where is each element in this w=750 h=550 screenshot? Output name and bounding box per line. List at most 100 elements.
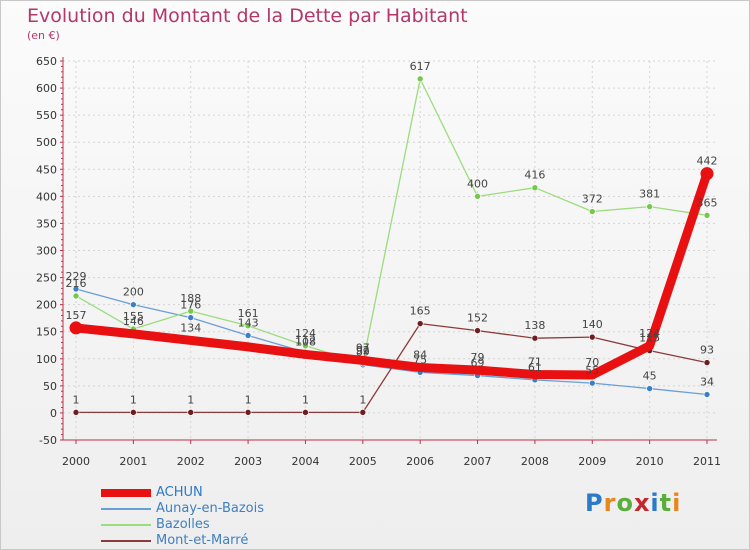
data-label: 112 (295, 333, 316, 346)
data-point (703, 212, 711, 219)
data-label: 79 (471, 351, 485, 364)
x-tick-label: 2007 (464, 455, 492, 468)
data-point (72, 292, 80, 300)
data-point (474, 367, 481, 374)
data-label: 200 (123, 286, 144, 299)
x-tick-label: 2001 (119, 455, 147, 468)
y-tick-label: 550 (36, 109, 57, 122)
data-label: 176 (180, 299, 201, 312)
data-point (69, 321, 83, 335)
y-tick-label: 100 (36, 353, 57, 366)
data-point (244, 322, 252, 330)
data-label: 216 (66, 277, 87, 290)
legend-label: Aunay-en-Bazois (156, 501, 265, 516)
data-point (302, 409, 309, 416)
y-tick-label: 300 (36, 245, 57, 258)
data-point (646, 203, 653, 210)
legend-label: ACHUN (156, 485, 203, 500)
legend-label: Mont-et-Marré (156, 533, 249, 548)
chart-title: Evolution du Montant de la Dette par Hab… (27, 5, 468, 27)
data-label: 188 (180, 292, 201, 305)
data-label: 134 (180, 321, 201, 334)
data-label: 75 (413, 353, 427, 366)
data-label: 92 (356, 344, 370, 357)
data-point (531, 184, 539, 191)
data-label: 155 (123, 310, 144, 323)
data-label: 71 (528, 355, 542, 368)
logo-letter: P (585, 489, 604, 517)
data-point (646, 385, 653, 392)
logo-letter: i (672, 489, 682, 517)
x-tick-label: 2000 (62, 455, 90, 468)
legend-swatch (101, 540, 151, 542)
data-point (187, 409, 195, 416)
legend-swatch (101, 489, 151, 497)
data-point (187, 337, 194, 344)
x-tick-label: 2006 (406, 455, 434, 468)
data-point (531, 371, 538, 378)
data-point (589, 372, 596, 379)
data-label: 1 (302, 393, 309, 406)
data-point (588, 379, 596, 387)
data-label: 143 (238, 317, 259, 330)
data-label: 140 (582, 318, 603, 331)
y-tick-label: 150 (36, 326, 57, 339)
data-label: 89 (356, 346, 370, 359)
x-tick-label: 2002 (177, 455, 205, 468)
x-tick-label: 2009 (578, 455, 606, 468)
y-tick-label: 50 (43, 380, 57, 393)
data-label: 146 (123, 315, 144, 328)
data-point (130, 409, 137, 416)
x-tick-label: 2003 (234, 455, 262, 468)
y-tick-label: 450 (36, 163, 57, 176)
data-point (703, 391, 711, 398)
data-point (245, 343, 252, 350)
data-point (703, 359, 711, 366)
data-label: 45 (643, 370, 657, 383)
y-tick-label: 500 (36, 136, 57, 149)
data-point (244, 409, 252, 416)
y-tick-label: 250 (36, 272, 57, 285)
y-tick-label: 600 (36, 82, 57, 95)
data-point (72, 409, 80, 416)
data-label: 400 (467, 177, 488, 190)
data-point (588, 333, 596, 341)
legend-swatch (101, 508, 151, 510)
data-label: 1 (73, 393, 80, 406)
data-point (416, 320, 424, 327)
x-tick-label: 2004 (291, 455, 319, 468)
data-label: 97 (356, 341, 370, 354)
axes: -50 0 50 100 150 200 250 300 350 400 450 500 550 600 6… (36, 55, 721, 468)
data-label: 365 (697, 196, 718, 209)
data-label: 161 (238, 307, 259, 320)
data-label: 442 (697, 155, 718, 168)
data-point (302, 351, 309, 358)
x-tick-label: 2005 (349, 455, 377, 468)
data-label: 165 (410, 305, 431, 318)
data-label: 84 (413, 348, 427, 361)
data-point (474, 327, 481, 334)
data-label: 124 (295, 327, 316, 340)
data-point (588, 208, 596, 215)
data-point (187, 314, 195, 321)
data-point (646, 342, 653, 349)
series-layer (69, 75, 714, 416)
data-label: 416 (524, 169, 545, 182)
logo-letter: r (603, 489, 617, 517)
series-line (71, 169, 712, 380)
data-label: 381 (639, 188, 660, 201)
data-label: 108 (295, 335, 316, 348)
grid (63, 60, 717, 441)
data-label: 70 (585, 356, 599, 369)
data-point (359, 409, 367, 416)
data-label: 617 (410, 60, 431, 73)
x-tick-label: 2008 (521, 455, 549, 468)
y-tick-label: 200 (36, 299, 57, 312)
data-label: 1 (245, 393, 252, 406)
data-point (700, 167, 714, 181)
logo-letter: o (616, 489, 634, 517)
legend-swatch (101, 524, 151, 526)
data-label: 1 (187, 393, 194, 406)
